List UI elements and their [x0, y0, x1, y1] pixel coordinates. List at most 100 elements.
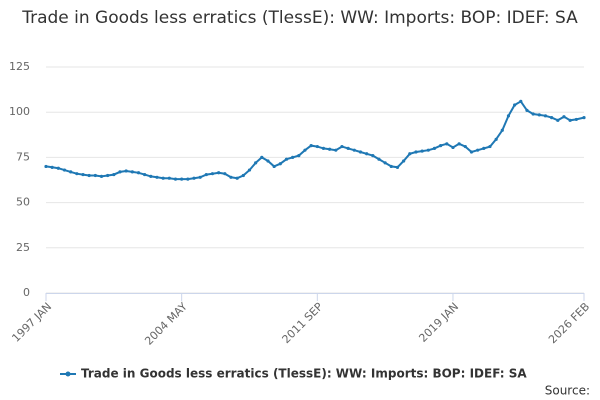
data-point	[550, 116, 554, 120]
data-point	[155, 175, 159, 179]
data-point	[457, 142, 461, 146]
data-point	[582, 116, 586, 120]
data-point	[309, 144, 313, 148]
data-point	[408, 152, 412, 156]
data-point	[414, 150, 418, 154]
data-point	[531, 112, 535, 116]
data-point	[173, 177, 178, 181]
data-point	[334, 148, 338, 152]
x-tick-label: 2026 FEB	[546, 300, 592, 346]
data-point	[371, 153, 375, 158]
data-point	[358, 150, 363, 154]
data-point	[124, 169, 128, 173]
data-point	[451, 145, 455, 150]
data-point	[217, 171, 221, 175]
source: Source:	[545, 384, 590, 398]
data-point	[291, 155, 295, 159]
data-point	[254, 161, 258, 165]
data-point	[340, 144, 344, 149]
data-point	[500, 128, 504, 132]
data-point	[469, 150, 474, 154]
data-point	[93, 173, 97, 178]
data-point	[574, 117, 578, 122]
data-point	[56, 166, 60, 170]
data-point	[278, 162, 282, 166]
x-tick-label: 1997 JAN	[9, 300, 54, 345]
data-point	[525, 108, 529, 112]
data-point	[321, 146, 326, 150]
data-point	[389, 164, 393, 169]
legend-marker	[65, 371, 71, 377]
x-tick-label: 2019 JAN	[416, 300, 461, 345]
data-point	[235, 176, 239, 180]
data-point	[186, 177, 190, 181]
data-point	[204, 172, 208, 177]
data-point	[556, 118, 560, 122]
y-tick-label: 25	[16, 241, 30, 254]
data-point	[377, 157, 381, 161]
data-point	[488, 144, 492, 149]
data-point	[87, 173, 91, 178]
data-point	[130, 170, 134, 174]
data-point	[167, 176, 171, 180]
data-point	[303, 148, 307, 152]
data-point	[494, 137, 498, 141]
y-tick-label: 75	[16, 150, 30, 163]
data-point	[149, 174, 153, 178]
data-point	[118, 170, 122, 174]
data-point	[112, 172, 116, 177]
data-point	[328, 147, 332, 151]
chart-title: Trade in Goods less erratics (TlessE): W…	[22, 8, 578, 28]
data-point	[297, 153, 301, 158]
data-point	[352, 148, 356, 152]
data-point	[241, 173, 245, 178]
y-tick-label: 0	[23, 286, 30, 299]
data-point	[513, 103, 517, 107]
data-line	[45, 100, 585, 181]
data-point	[210, 172, 215, 176]
data-point	[136, 171, 141, 175]
data-point	[106, 173, 110, 178]
data-point	[402, 159, 406, 163]
data-point	[562, 115, 566, 119]
data-point	[192, 176, 196, 180]
data-point	[543, 114, 548, 118]
data-point	[50, 165, 54, 169]
data-point	[395, 165, 400, 169]
data-point	[229, 175, 233, 179]
data-point	[223, 172, 227, 176]
data-point	[346, 146, 350, 150]
data-point	[383, 161, 387, 165]
data-point	[260, 155, 264, 159]
data-point	[420, 149, 424, 153]
y-tick-label: 50	[16, 196, 30, 209]
data-point	[568, 118, 572, 122]
data-point	[62, 168, 67, 172]
legend-label: Trade in Goods less erratics (TlessE): W…	[81, 367, 527, 381]
data-point	[476, 148, 480, 152]
data-point	[315, 144, 319, 149]
data-point	[247, 168, 252, 172]
data-point	[284, 157, 289, 161]
data-point	[272, 164, 276, 169]
data-point	[445, 142, 449, 146]
data-point	[99, 174, 104, 178]
data-point	[482, 146, 486, 150]
data-point	[365, 152, 369, 156]
data-point	[69, 170, 73, 174]
data-point	[81, 172, 85, 177]
data-point	[519, 99, 523, 103]
data-point	[266, 159, 270, 163]
y-tick-label: 125	[9, 60, 30, 73]
x-tick-label: 2011 SEP	[280, 300, 326, 346]
data-point	[439, 144, 443, 148]
data-point	[537, 113, 541, 117]
data-point	[198, 175, 202, 179]
data-point	[180, 177, 184, 181]
data-point	[506, 114, 511, 118]
data-point	[143, 172, 147, 177]
data-point	[426, 148, 430, 152]
data-point	[44, 164, 48, 169]
